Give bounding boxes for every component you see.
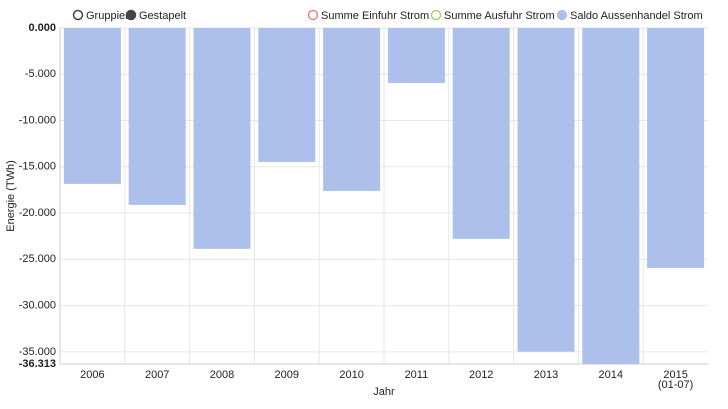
mode-label[interactable]: Gruppiert xyxy=(86,10,132,22)
y-tick-label: -20.000 xyxy=(19,207,56,219)
x-axis-label: Jahr xyxy=(373,386,395,398)
y-tick-label: -25.000 xyxy=(19,253,56,265)
legend-label[interactable]: Summe Einfuhr Strom xyxy=(321,10,429,22)
y-tick-label: -35.000 xyxy=(19,346,56,358)
bar xyxy=(128,28,186,205)
bar xyxy=(193,28,251,249)
mode-radio[interactable] xyxy=(125,9,137,21)
x-tick-label: 2014 xyxy=(599,369,623,381)
y-axis-label: Energie (TWh) xyxy=(5,160,17,232)
y-tick-label: 0.000 xyxy=(28,22,56,34)
bar xyxy=(387,28,445,83)
bar xyxy=(647,28,705,268)
bar xyxy=(452,28,510,239)
y-tick-label: -30.000 xyxy=(19,299,56,311)
x-tick-label: 2015 xyxy=(663,369,687,381)
legend-label[interactable]: Summe Ausfuhr Strom xyxy=(444,10,555,22)
bar xyxy=(323,28,381,191)
bar xyxy=(258,28,316,162)
x-tick-label: 2007 xyxy=(145,369,169,381)
y-tick-label: -10.000 xyxy=(19,114,56,126)
mode-radio[interactable] xyxy=(72,9,84,21)
legend-label[interactable]: Saldo Aussenhandel Strom xyxy=(570,10,703,22)
x-tick-label: 2006 xyxy=(80,369,104,381)
mode-label[interactable]: Gestapelt xyxy=(139,10,186,22)
x-tick-note: (01-07) xyxy=(658,379,693,391)
y-tick-label: -36.313 xyxy=(19,358,56,370)
x-tick-label: 2011 xyxy=(405,369,429,381)
legend-marker[interactable] xyxy=(556,9,568,21)
bar xyxy=(517,28,575,352)
bar xyxy=(582,28,640,364)
legend-marker[interactable] xyxy=(307,9,319,21)
y-tick-label: -15.000 xyxy=(19,161,56,173)
x-tick-label: 2013 xyxy=(534,369,558,381)
bar xyxy=(63,28,121,184)
legend-marker[interactable] xyxy=(430,9,442,21)
x-tick-label: 2012 xyxy=(469,369,493,381)
x-tick-label: 2008 xyxy=(210,369,234,381)
x-tick-label: 2009 xyxy=(275,369,299,381)
x-tick-label: 2010 xyxy=(339,369,363,381)
y-tick-label: -5.000 xyxy=(25,68,56,80)
